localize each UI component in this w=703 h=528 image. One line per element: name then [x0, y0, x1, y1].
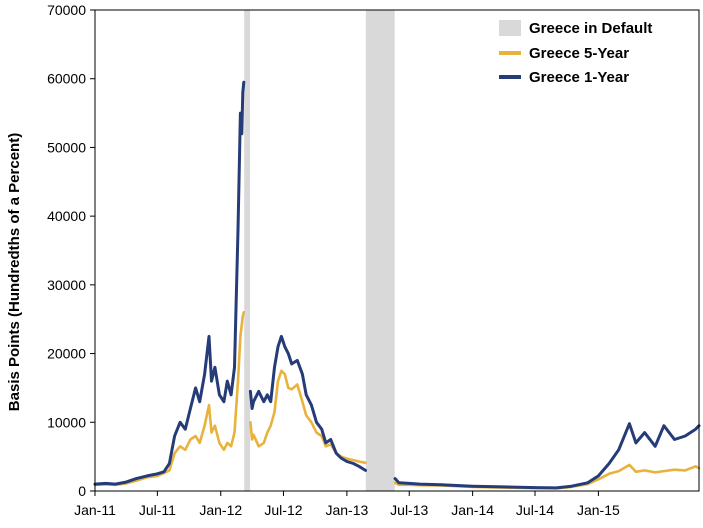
plot-frame — [94, 9, 700, 492]
default-period-2 — [365, 10, 395, 491]
legend: Greece in Default Greece 5-Year Greece 1… — [499, 20, 652, 86]
x-tick-label: Jan-13 — [325, 502, 368, 518]
default-shading-layer — [244, 10, 395, 491]
series-1y-segment-3 — [393, 422, 701, 490]
series-layer — [93, 80, 701, 490]
y-tick-label: 10000 — [47, 414, 86, 430]
y-axis-label: Basis Points (Hundredths of a Percent) — [6, 133, 23, 411]
x-tick-label: Jul-14 — [516, 502, 554, 518]
x-tick-label: Jul-11 — [139, 502, 176, 518]
y-tick-label: 30000 — [47, 277, 86, 293]
y-tick-label: 40000 — [47, 208, 86, 224]
legend-swatch-default — [499, 20, 521, 36]
legend-label-5y: Greece 5-Year — [529, 45, 629, 62]
x-tick-label: Jan-12 — [199, 502, 242, 518]
x-tick-label: Jan-14 — [451, 502, 494, 518]
y-tick-label: 70000 — [47, 2, 86, 18]
y-axis: 0 10000 20000 30000 40000 50000 60000 70000 — [47, 2, 95, 499]
y-tick-label: 50000 — [47, 139, 86, 155]
default-period-1 — [244, 10, 251, 491]
y-tick-label: 60000 — [47, 71, 86, 87]
legend-label-1y: Greece 1-Year — [529, 69, 629, 86]
x-tick-label: Jul-13 — [390, 502, 428, 518]
x-axis: Jan-11 Jul-11 Jan-12 Jul-12 Jan-13 Jul-13 Jan-… — [74, 491, 620, 518]
series-5y-segment-2 — [249, 369, 367, 465]
y-tick-label: 0 — [78, 483, 86, 499]
series-5y-segment-1 — [93, 310, 246, 487]
y-tick-label: 20000 — [47, 346, 86, 362]
x-tick-label: Jan-11 — [74, 502, 116, 518]
x-tick-label: Jul-12 — [264, 502, 302, 518]
series-1y-segment-2 — [248, 334, 367, 472]
x-tick-label: Jan-15 — [577, 502, 620, 518]
series-1y-segment-1 — [93, 80, 246, 486]
legend-label-default: Greece in Default — [529, 20, 652, 37]
